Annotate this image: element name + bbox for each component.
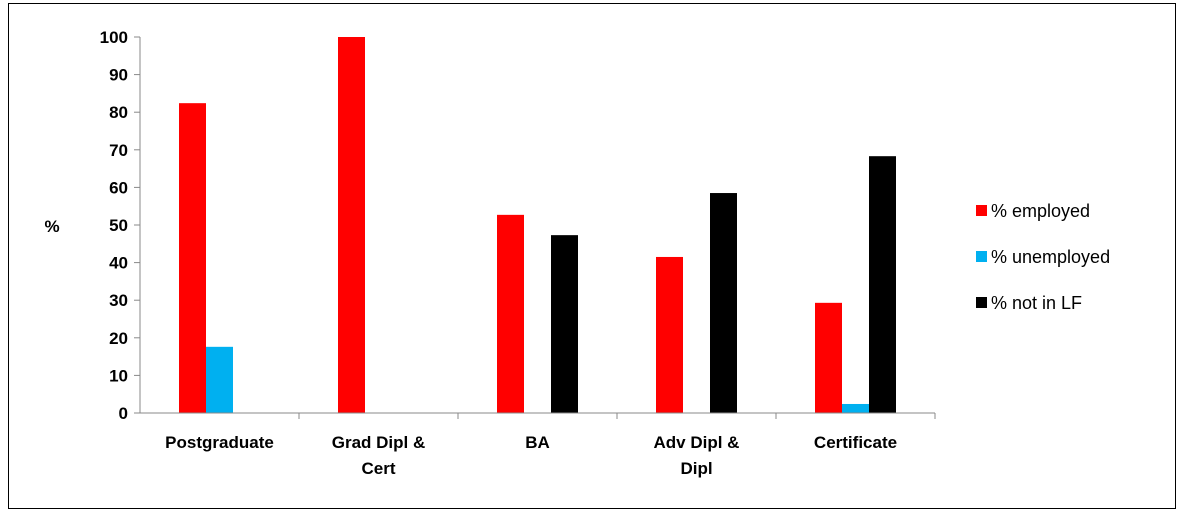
legend-label: % unemployed [991, 247, 1110, 267]
bar [338, 37, 365, 413]
bar [179, 103, 206, 414]
bars [179, 37, 896, 414]
bar [710, 193, 737, 413]
bar [842, 403, 869, 413]
bar [656, 256, 683, 413]
y-tick-label: 70 [109, 141, 128, 160]
x-tick-label: Cert [361, 459, 395, 478]
bar [497, 214, 524, 413]
legend-label: % employed [991, 201, 1090, 221]
y-tick-label: 50 [109, 216, 128, 235]
x-tick-label: Certificate [814, 433, 897, 452]
legend-swatch [976, 297, 987, 308]
y-tick-label: 0 [119, 404, 128, 423]
x-axis: Postgraduate Grad Dipl & Cert BA Adv Dipl & D… [140, 412, 936, 478]
bar [869, 156, 896, 413]
legend: % employed % unemployed % not in LF [976, 201, 1110, 313]
bar [815, 302, 842, 413]
x-tick-label: BA [525, 433, 550, 452]
y-tick-label: 40 [109, 254, 128, 273]
y-tick-label: 90 [109, 66, 128, 85]
x-tick-label: Grad Dipl & [332, 433, 426, 452]
legend-swatch [976, 205, 987, 216]
y-tick-label: 100 [100, 28, 128, 47]
y-tick-label: 80 [109, 103, 128, 122]
y-tick-label: 60 [109, 178, 128, 197]
x-tick-label: Dipl [680, 459, 712, 478]
y-tick-label: 10 [109, 366, 128, 385]
bar [206, 346, 233, 413]
legend-label: % not in LF [991, 293, 1082, 313]
legend-swatch [976, 251, 987, 262]
bar [551, 235, 578, 413]
x-tick-label: Adv Dipl & [654, 433, 740, 452]
y-tick-label: 30 [109, 291, 128, 310]
y-axis-label: % [44, 217, 59, 236]
y-axis: 0 10 20 30 40 50 60 70 80 90 100 [100, 28, 141, 423]
y-tick-label: 20 [109, 329, 128, 348]
x-tick-label: Postgraduate [165, 433, 274, 452]
